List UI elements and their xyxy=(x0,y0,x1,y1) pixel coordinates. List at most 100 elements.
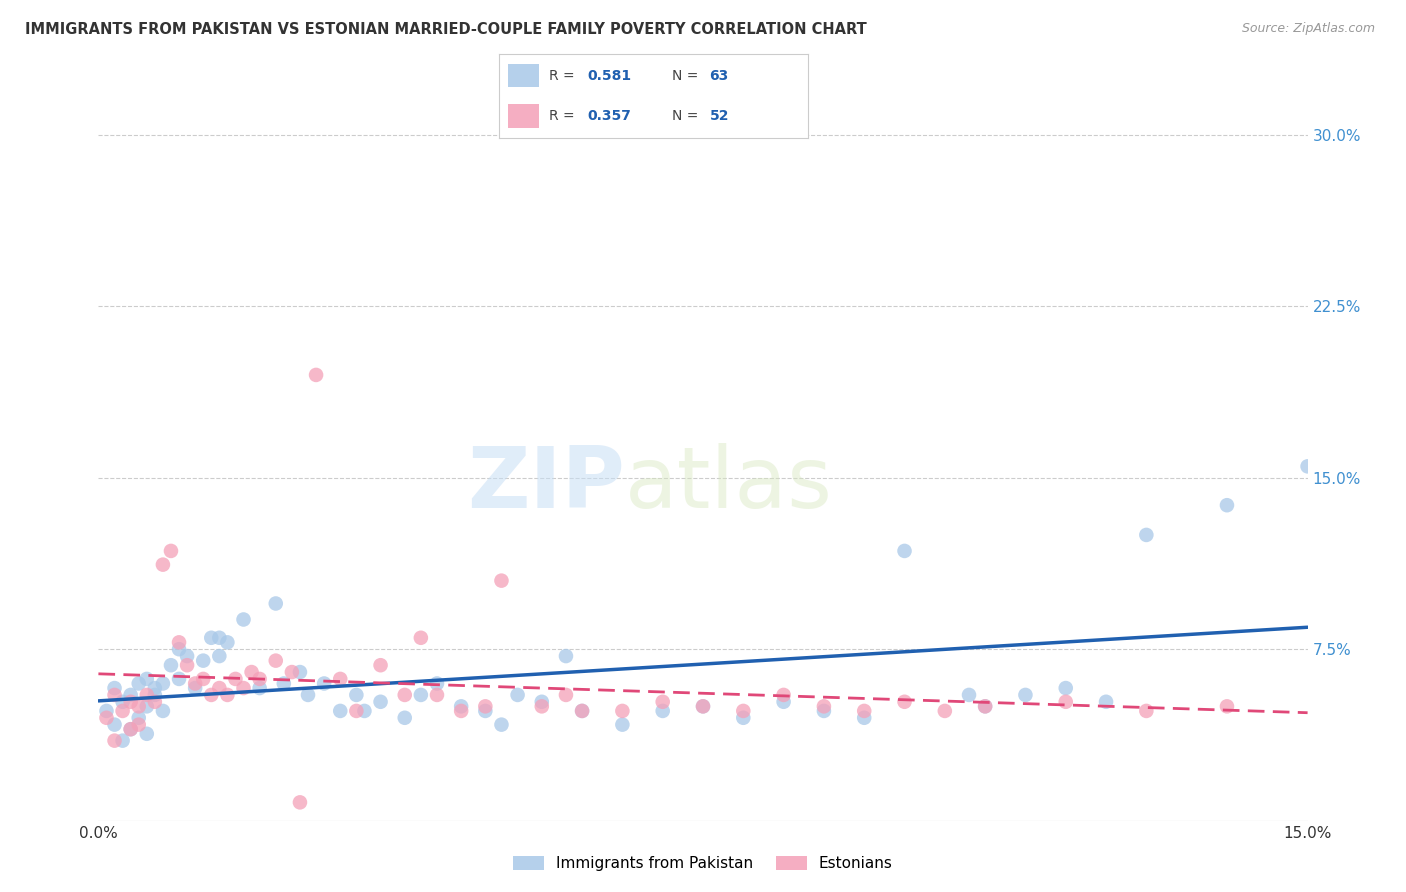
Point xyxy=(1135,704,1157,718)
Point xyxy=(893,544,915,558)
Point xyxy=(314,676,336,690)
Point xyxy=(111,695,134,709)
Point xyxy=(143,688,166,702)
Point xyxy=(273,676,295,690)
Point xyxy=(184,681,207,695)
Point xyxy=(193,654,215,668)
Point xyxy=(571,704,593,718)
Point xyxy=(329,704,352,718)
Point xyxy=(135,672,157,686)
Point xyxy=(167,672,190,686)
Point xyxy=(103,733,125,747)
Point xyxy=(152,558,174,572)
Point xyxy=(491,717,513,731)
Point xyxy=(370,695,392,709)
Text: 63: 63 xyxy=(710,69,728,83)
Point xyxy=(1216,699,1239,714)
Point xyxy=(167,635,190,649)
Point xyxy=(167,642,190,657)
Point xyxy=(344,704,367,718)
Point xyxy=(135,688,157,702)
Point xyxy=(772,688,794,702)
Point xyxy=(240,665,263,679)
Point xyxy=(208,631,231,645)
Point xyxy=(651,704,673,718)
Point xyxy=(530,699,553,714)
Point xyxy=(934,704,956,718)
Point xyxy=(297,688,319,702)
Point xyxy=(612,717,634,731)
Point xyxy=(111,733,134,747)
Text: R =: R = xyxy=(548,69,579,83)
Point xyxy=(281,665,304,679)
Point xyxy=(232,681,254,695)
Point xyxy=(426,688,449,702)
Point xyxy=(200,631,222,645)
Point xyxy=(103,688,125,702)
Point xyxy=(208,649,231,664)
Point xyxy=(120,723,142,737)
Point xyxy=(217,688,239,702)
Point xyxy=(128,699,150,714)
Point xyxy=(409,631,432,645)
Point xyxy=(394,688,416,702)
Point xyxy=(651,695,673,709)
Point xyxy=(329,672,352,686)
Point xyxy=(344,688,367,702)
Point xyxy=(893,695,915,709)
Point xyxy=(555,649,578,664)
Point xyxy=(506,688,529,702)
Point xyxy=(571,704,593,718)
Text: N =: N = xyxy=(672,109,703,123)
Point xyxy=(772,695,794,709)
Text: R =: R = xyxy=(548,109,579,123)
Point xyxy=(394,711,416,725)
Point xyxy=(474,699,496,714)
Point xyxy=(143,681,166,695)
Point xyxy=(612,704,634,718)
Text: 52: 52 xyxy=(710,109,728,123)
Point xyxy=(974,699,997,714)
Point xyxy=(957,688,980,702)
Point xyxy=(193,672,215,686)
Point xyxy=(96,711,118,725)
Point xyxy=(128,717,150,731)
Point xyxy=(733,704,755,718)
Point xyxy=(249,672,271,686)
Point xyxy=(120,695,142,709)
Bar xyxy=(509,104,540,128)
Point xyxy=(152,704,174,718)
Point xyxy=(249,681,271,695)
Point xyxy=(1054,695,1077,709)
Point xyxy=(288,796,311,810)
Point xyxy=(474,704,496,718)
Point xyxy=(184,676,207,690)
Legend: Immigrants from Pakistan, Estonians: Immigrants from Pakistan, Estonians xyxy=(508,849,898,877)
Point xyxy=(974,699,997,714)
Point xyxy=(853,704,876,718)
Point xyxy=(491,574,513,588)
Point xyxy=(103,681,125,695)
Text: N =: N = xyxy=(672,69,703,83)
Point xyxy=(103,717,125,731)
Point xyxy=(733,711,755,725)
Point xyxy=(288,665,311,679)
Point xyxy=(232,613,254,627)
Bar xyxy=(509,63,540,87)
Point xyxy=(224,672,246,686)
Point xyxy=(200,688,222,702)
Text: 0.357: 0.357 xyxy=(588,109,631,123)
Point xyxy=(264,597,287,611)
Point xyxy=(217,635,239,649)
Point xyxy=(120,723,142,737)
Point xyxy=(176,658,198,673)
Text: IMMIGRANTS FROM PAKISTAN VS ESTONIAN MARRIED-COUPLE FAMILY POVERTY CORRELATION C: IMMIGRANTS FROM PAKISTAN VS ESTONIAN MAR… xyxy=(25,22,868,37)
Point xyxy=(135,727,157,741)
Point xyxy=(111,704,134,718)
Point xyxy=(160,658,183,673)
Point xyxy=(555,688,578,702)
Point xyxy=(1014,688,1036,702)
Point xyxy=(370,658,392,673)
Point xyxy=(176,649,198,664)
Point xyxy=(426,676,449,690)
